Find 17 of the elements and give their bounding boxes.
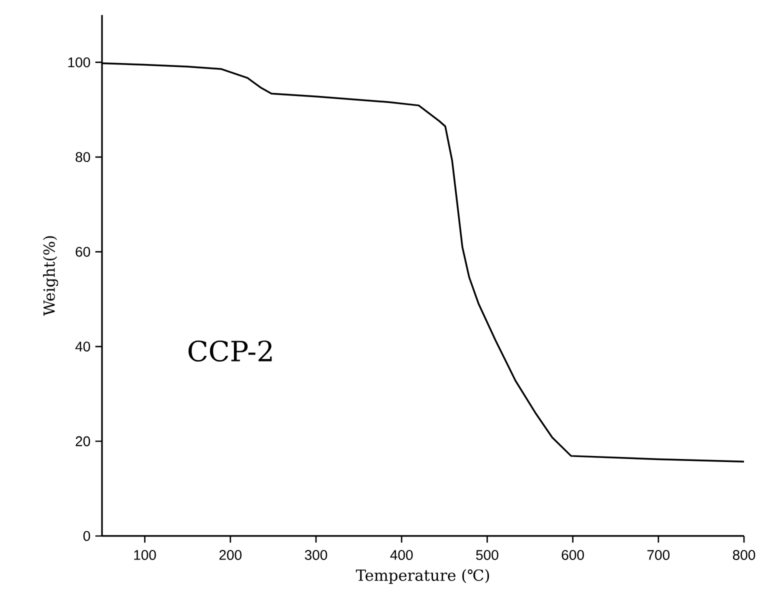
x-tick-label: 800 <box>732 550 756 560</box>
y-tick-label: 0 <box>83 531 90 541</box>
y-tick-label: 20 <box>76 436 90 446</box>
x-tick-label: 300 <box>304 550 328 560</box>
x-tick-label: 500 <box>476 550 498 560</box>
x-tick-label: 400 <box>390 550 413 560</box>
x-tick-label: 600 <box>562 550 584 560</box>
y-tick-label: 80 <box>76 152 90 162</box>
x-tick-label: 200 <box>219 550 242 560</box>
x-axis-title: Temperature (℃) <box>356 569 490 584</box>
annotation: CCP-2 <box>188 340 272 362</box>
x-tick-label: 100 <box>134 550 156 560</box>
y-tick-label: 40 <box>75 342 90 352</box>
y-tick-label: 100 <box>68 57 90 68</box>
y-axis-title: Weight(%) <box>43 236 58 316</box>
x-tick-label: 700 <box>647 550 670 560</box>
y-tick-label: 60 <box>76 246 90 257</box>
